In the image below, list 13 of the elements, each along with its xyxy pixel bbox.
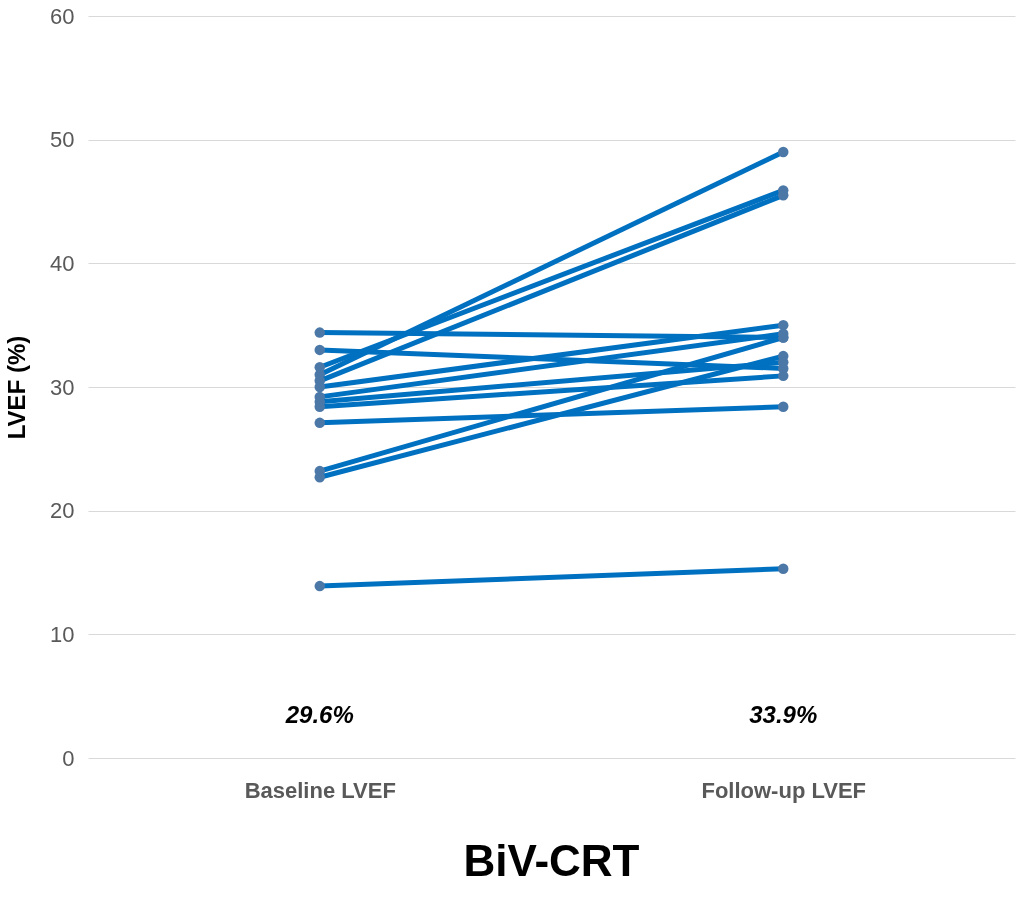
annotation: 33.9%: [749, 701, 818, 728]
annotation: 29.6%: [284, 701, 354, 728]
y-tick-label: 30: [50, 374, 75, 400]
text: BiV-CRT: [463, 836, 640, 885]
y-tick-label: 0: [62, 745, 75, 771]
y-tick-label: 20: [50, 498, 75, 524]
y-tick-label: 50: [50, 127, 75, 153]
y-tick-label: 40: [50, 250, 75, 276]
y-tick-label: 10: [50, 621, 75, 647]
x-tick-label: Baseline LVEF: [244, 777, 396, 803]
y-axis-title: LVEF (%): [3, 335, 31, 440]
x-tick-label: Follow-up LVEF: [701, 777, 867, 803]
y-tick-label: 60: [50, 3, 75, 29]
